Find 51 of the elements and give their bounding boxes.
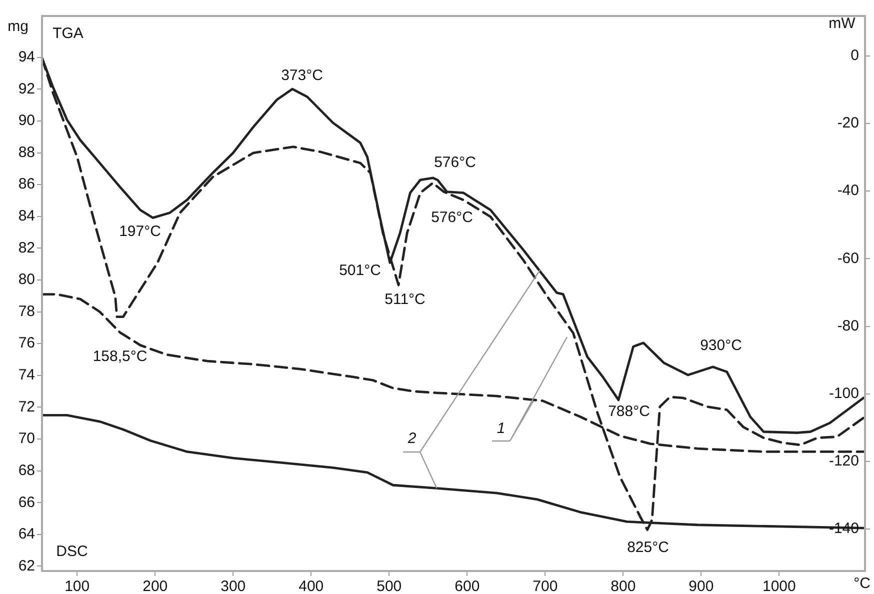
annotation: 197°C: [119, 223, 162, 240]
annotation: 788°C: [608, 403, 650, 420]
annotation: DSC: [56, 543, 88, 560]
y-tick-label: 82: [18, 239, 35, 256]
x-tick-label: 1000: [762, 578, 796, 594]
x-tick-label: 600: [454, 578, 480, 594]
y2-tick-label: -20: [837, 114, 859, 132]
y-tick-label: 86: [18, 176, 35, 193]
x-tick-label: 800: [610, 578, 636, 594]
y2-tick-label: -120: [828, 452, 859, 470]
y-tick-label: 94: [18, 48, 35, 66]
y2-tick-label: -60: [837, 250, 859, 267]
y-tick-label: 80: [18, 271, 35, 288]
x-tick-label: 500: [376, 578, 402, 594]
y-tick-label: 84: [18, 208, 35, 225]
annotation: 576°C: [431, 209, 474, 226]
x-tick-label: 100: [64, 578, 90, 594]
annotation: 373°C: [281, 67, 324, 84]
y-tick-label: 92: [18, 80, 35, 98]
y-tick-label: 68: [18, 462, 35, 479]
annotation: 825°C: [627, 539, 670, 556]
annotation: 501°C: [339, 262, 382, 280]
annotation: TGA: [52, 25, 84, 42]
y-tick-label: 74: [18, 366, 35, 384]
annotation: 1: [496, 420, 506, 438]
y-tick-label: 70: [18, 430, 35, 448]
annotation: 2: [406, 430, 417, 448]
x-axis-title: °C: [854, 575, 871, 592]
x-tick-label: 400: [298, 578, 324, 594]
y2-tick-label: -100: [828, 385, 859, 402]
y2-axis-title: mW: [828, 15, 856, 32]
annotation: 930°C: [700, 337, 742, 354]
y-tick-label: 66: [18, 494, 35, 511]
y-tick-label: 88: [18, 144, 35, 161]
annotation: 576°C: [434, 154, 476, 172]
y-tick-label: 64: [18, 526, 35, 543]
y2-tick-label: -40: [837, 182, 859, 200]
y-tick-label: 76: [18, 334, 35, 352]
y-tick-label: 72: [18, 398, 35, 416]
x-tick-label: 900: [688, 578, 714, 594]
y-tick-label: 78: [18, 302, 35, 320]
y-tick-label: 62: [18, 557, 35, 574]
annotation: 158,5°C: [92, 348, 148, 366]
y-tick-label: 90: [18, 112, 35, 130]
x-tick-label: 200: [142, 578, 168, 594]
y2-tick-label: 0: [850, 47, 859, 64]
y-axis-title: mg: [8, 18, 28, 36]
annotation: 511°C: [384, 291, 426, 308]
x-tick-label: 700: [532, 578, 558, 594]
x-tick-label: 300: [220, 578, 246, 594]
y2-tick-label: -80: [837, 317, 859, 334]
